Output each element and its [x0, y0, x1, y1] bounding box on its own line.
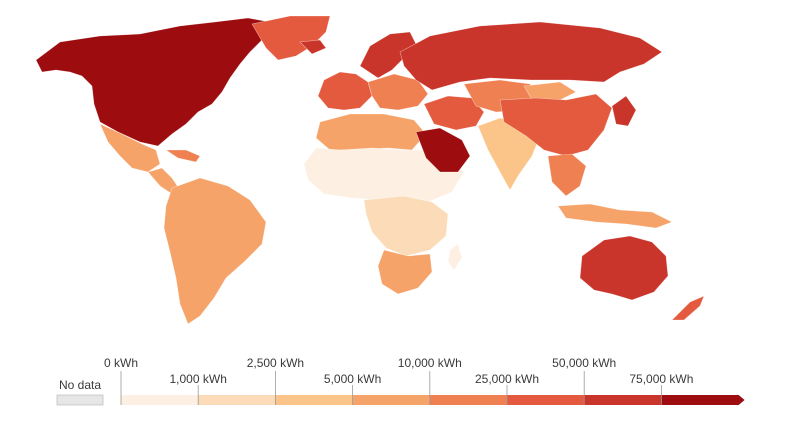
region-indonesia[interactable] [557, 203, 673, 229]
no-data-label: No data [59, 378, 101, 392]
legend-tick-label: 25,000 kWh [475, 372, 539, 386]
legend-tick-labels: 0 kWh 1,000 kWh 2,500 kWh 5,000 kWh 10,000 k… [104, 356, 693, 405]
region-mexico[interactable] [99, 123, 161, 173]
region-madagascar[interactable] [447, 243, 463, 271]
region-eastern-europe[interactable] [367, 73, 429, 111]
legend-swatch-3 [275, 395, 353, 405]
legend-swatch-6 [507, 395, 585, 405]
legend: No data 0 kWh 1,000 kWh 2,500 kWh 5,000 kWh… [56, 356, 745, 406]
legend-swatch-8 [661, 395, 739, 405]
region-central-africa[interactable] [363, 195, 449, 257]
region-sahel-africa[interactable] [303, 147, 465, 203]
region-southeast-asia[interactable] [547, 153, 587, 197]
region-china[interactable] [499, 93, 613, 157]
legend-tick-label: 2,500 kWh [247, 356, 304, 370]
region-japan-korea[interactable] [611, 95, 637, 127]
legend-tick-label: 0 kWh [104, 356, 138, 370]
world-map [35, 15, 705, 325]
region-russia[interactable] [399, 21, 663, 91]
legend-tick-label: 75,000 kWh [629, 372, 693, 386]
legend-swatch-2 [198, 395, 276, 405]
legend-swatch-5 [429, 395, 508, 405]
region-arabian-peninsula[interactable] [415, 127, 471, 173]
region-southern-africa[interactable] [377, 249, 433, 295]
no-data-swatch [56, 394, 104, 406]
region-north-america[interactable] [35, 17, 271, 147]
legend-swatch-4 [352, 395, 431, 405]
region-middle-east[interactable] [423, 95, 485, 131]
legend-swatch-1 [121, 395, 199, 405]
legend-tick-label: 10,000 kWh [398, 356, 462, 370]
region-australia[interactable] [579, 235, 669, 301]
region-south-america[interactable] [163, 177, 267, 325]
region-greenland[interactable] [251, 15, 331, 61]
region-iceland[interactable] [299, 39, 327, 55]
region-caribbean[interactable] [165, 149, 201, 163]
legend-swatch-7 [584, 395, 662, 405]
legend-tick-label: 50,000 kWh [552, 356, 616, 370]
region-mongolia[interactable] [523, 81, 577, 101]
legend-tick-label: 1,000 kWh [170, 372, 227, 386]
legend-color-scale [121, 395, 745, 405]
legend-arrow-icon [738, 395, 745, 405]
region-new-zealand[interactable] [671, 295, 705, 321]
legend-tick-label: 5,000 kWh [324, 372, 381, 386]
region-north-africa[interactable] [315, 113, 427, 151]
region-western-europe[interactable] [317, 71, 373, 111]
